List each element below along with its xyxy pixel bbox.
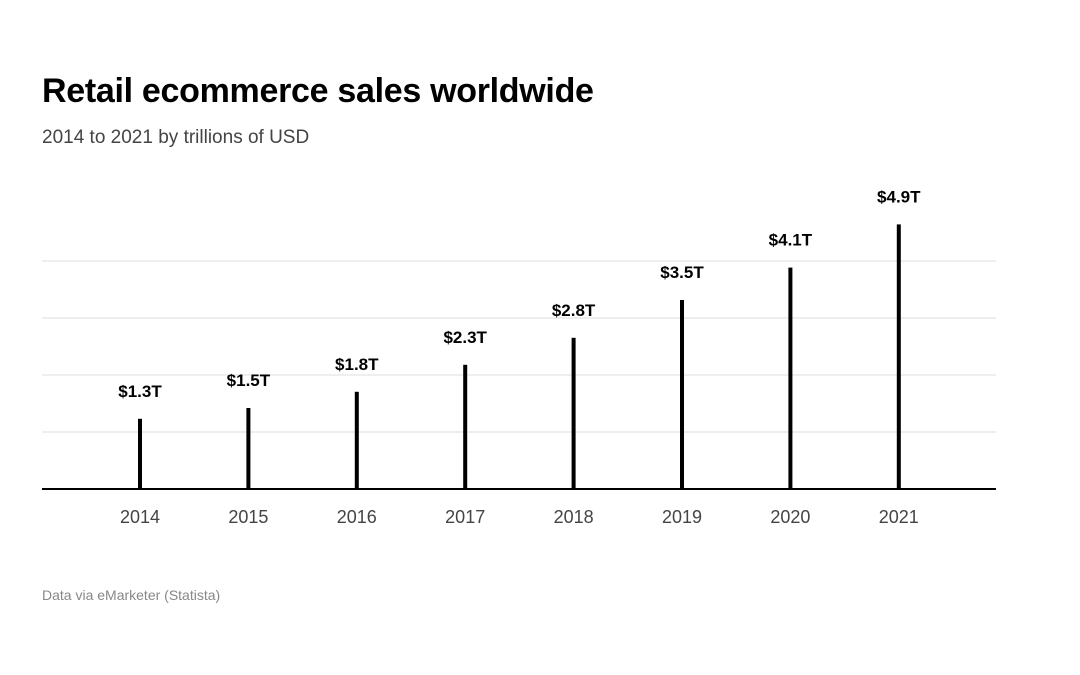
data-label: $2.8T <box>552 301 596 320</box>
chart-title: Retail ecommerce sales worldwide <box>42 72 594 110</box>
data-label: $4.1T <box>769 231 813 250</box>
x-tick-label: 2015 <box>228 507 268 527</box>
x-tick-label: 2018 <box>554 507 594 527</box>
bar <box>571 337 576 489</box>
x-tick-label: 2020 <box>770 507 810 527</box>
bar <box>246 408 251 489</box>
x-tick-label: 2017 <box>445 507 485 527</box>
x-tick-label: 2016 <box>337 507 377 527</box>
data-label: $1.8T <box>335 355 379 374</box>
bar <box>463 364 468 489</box>
chart-subtitle: 2014 to 2021 by trillions of USD <box>42 127 310 148</box>
x-tick-label: 2021 <box>879 507 919 527</box>
data-label: $1.5T <box>227 371 271 390</box>
x-tick-label: 2019 <box>662 507 702 527</box>
bar <box>138 418 142 489</box>
data-label: $2.3T <box>443 328 487 347</box>
data-label: $1.3T <box>118 382 162 401</box>
data-label: $4.9T <box>877 187 921 206</box>
x-tick-label: 2014 <box>120 507 160 527</box>
bar <box>354 391 359 489</box>
source-note: Data via eMarketer (Statista) <box>42 587 221 603</box>
bar <box>896 224 901 489</box>
bar <box>788 267 793 489</box>
bar <box>680 300 684 489</box>
data-label: $3.5T <box>660 263 704 282</box>
